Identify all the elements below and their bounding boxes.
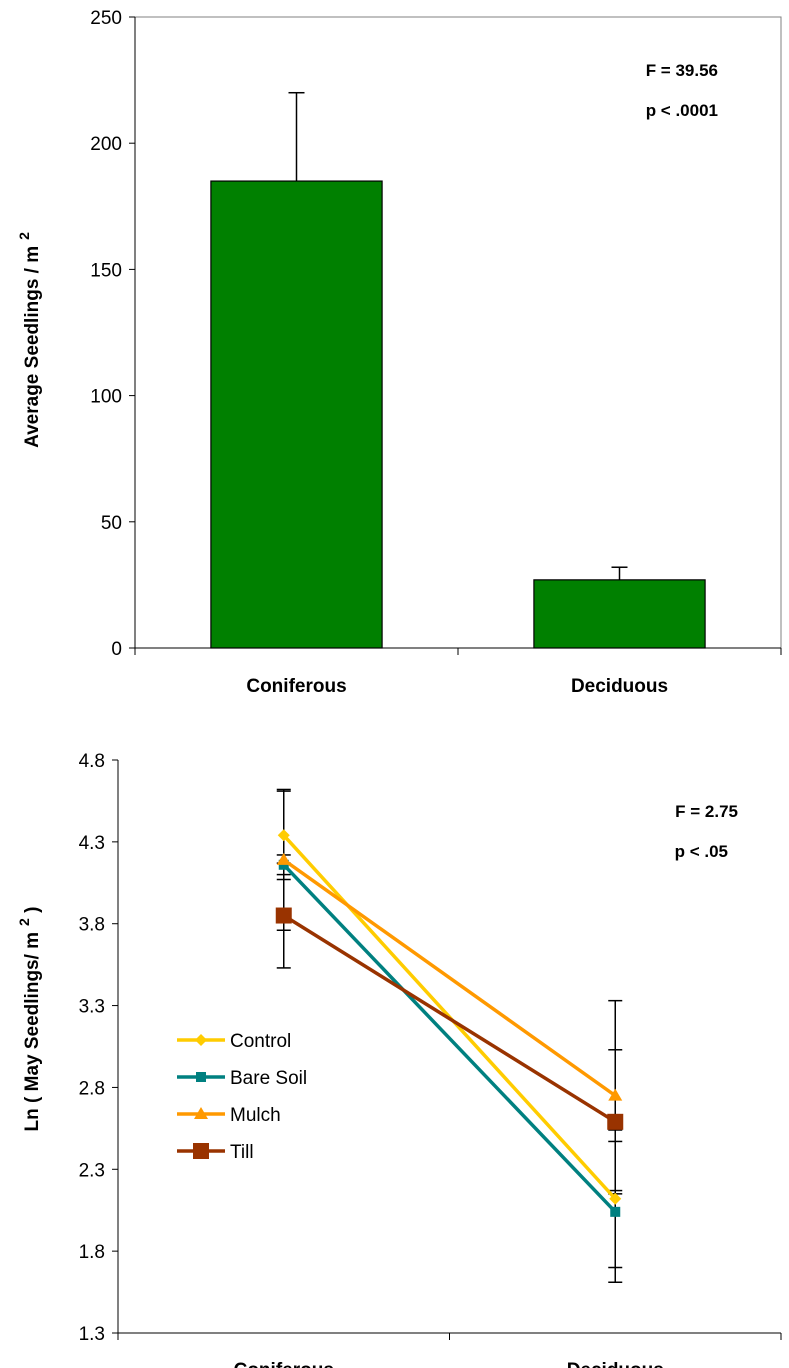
point-bare-soil bbox=[610, 1206, 621, 1217]
stat-f: F = 2.75 bbox=[675, 802, 738, 821]
y-axis-label-text: Ln ( May Seedlings/ m bbox=[22, 932, 43, 1132]
y-tick-label: 2.8 bbox=[79, 1078, 105, 1099]
y-axis-label-close: ) bbox=[22, 907, 43, 919]
y-tick-label: 2.3 bbox=[79, 1160, 105, 1181]
legend-marker-bare-soil bbox=[196, 1072, 206, 1082]
stat-p: p < .0001 bbox=[646, 101, 718, 120]
legend-label-till: Till bbox=[230, 1142, 254, 1163]
point-till bbox=[275, 907, 292, 924]
y-tick-label: 3.8 bbox=[79, 915, 105, 936]
legend-label-control: Control bbox=[230, 1031, 291, 1052]
y-axis-label: Ln ( May Seedlings/ m 2 ) bbox=[16, 907, 43, 1132]
line-chart: Ln ( May Seedlings/ m 2 ) F = 2.75 p < .0… bbox=[16, 751, 782, 1368]
y-tick-label: 1.8 bbox=[79, 1242, 105, 1263]
stat-f: F = 39.56 bbox=[646, 61, 718, 80]
y-tick-label: 150 bbox=[90, 260, 122, 281]
bar-chart: Average Seedlings / m 2 F = 39.56 p < .00… bbox=[16, 8, 782, 697]
point-control bbox=[277, 829, 290, 842]
point-mulch bbox=[276, 852, 291, 865]
y-tick-label: 0 bbox=[111, 639, 122, 660]
point-control bbox=[609, 1192, 622, 1205]
x-tick-label: Deciduous bbox=[567, 1360, 664, 1368]
series-line-bare-soil bbox=[282, 863, 617, 1214]
y-axis-label: Average Seedlings / m 2 bbox=[16, 232, 43, 448]
y-tick-label: 4.3 bbox=[79, 833, 105, 854]
y-axis-label-text: Average Seedlings / m bbox=[22, 246, 43, 448]
bar-coniferous bbox=[210, 180, 383, 649]
legend-marker-till bbox=[193, 1143, 209, 1159]
x-tick-label: Coniferous bbox=[246, 676, 346, 697]
legend-label-mulch: Mulch bbox=[230, 1105, 281, 1126]
series-line-mulch bbox=[282, 858, 617, 1098]
y-tick-label: 100 bbox=[90, 387, 122, 408]
legend-marker-mulch bbox=[194, 1107, 208, 1119]
y-tick-label: 200 bbox=[90, 134, 122, 155]
y-tick-label: 50 bbox=[101, 513, 122, 534]
y-tick-label: 250 bbox=[90, 8, 122, 29]
legend-label-bare-soil: Bare Soil bbox=[230, 1068, 307, 1089]
series-line-till bbox=[282, 914, 617, 1124]
y-tick-label: 4.8 bbox=[79, 751, 105, 772]
x-tick-label: Deciduous bbox=[571, 676, 668, 697]
stat-p: p < .05 bbox=[675, 842, 728, 861]
bar-deciduous bbox=[533, 579, 706, 649]
point-mulch bbox=[608, 1088, 623, 1101]
y-tick-label: 3.3 bbox=[79, 997, 105, 1018]
legend-marker-control bbox=[195, 1034, 207, 1046]
point-till bbox=[607, 1113, 624, 1130]
x-tick-label: Coniferous bbox=[234, 1360, 334, 1368]
y-tick-label: 1.3 bbox=[79, 1324, 105, 1345]
y-axis-label-sup: 2 bbox=[16, 918, 32, 926]
y-axis-label-sup: 2 bbox=[16, 232, 32, 240]
